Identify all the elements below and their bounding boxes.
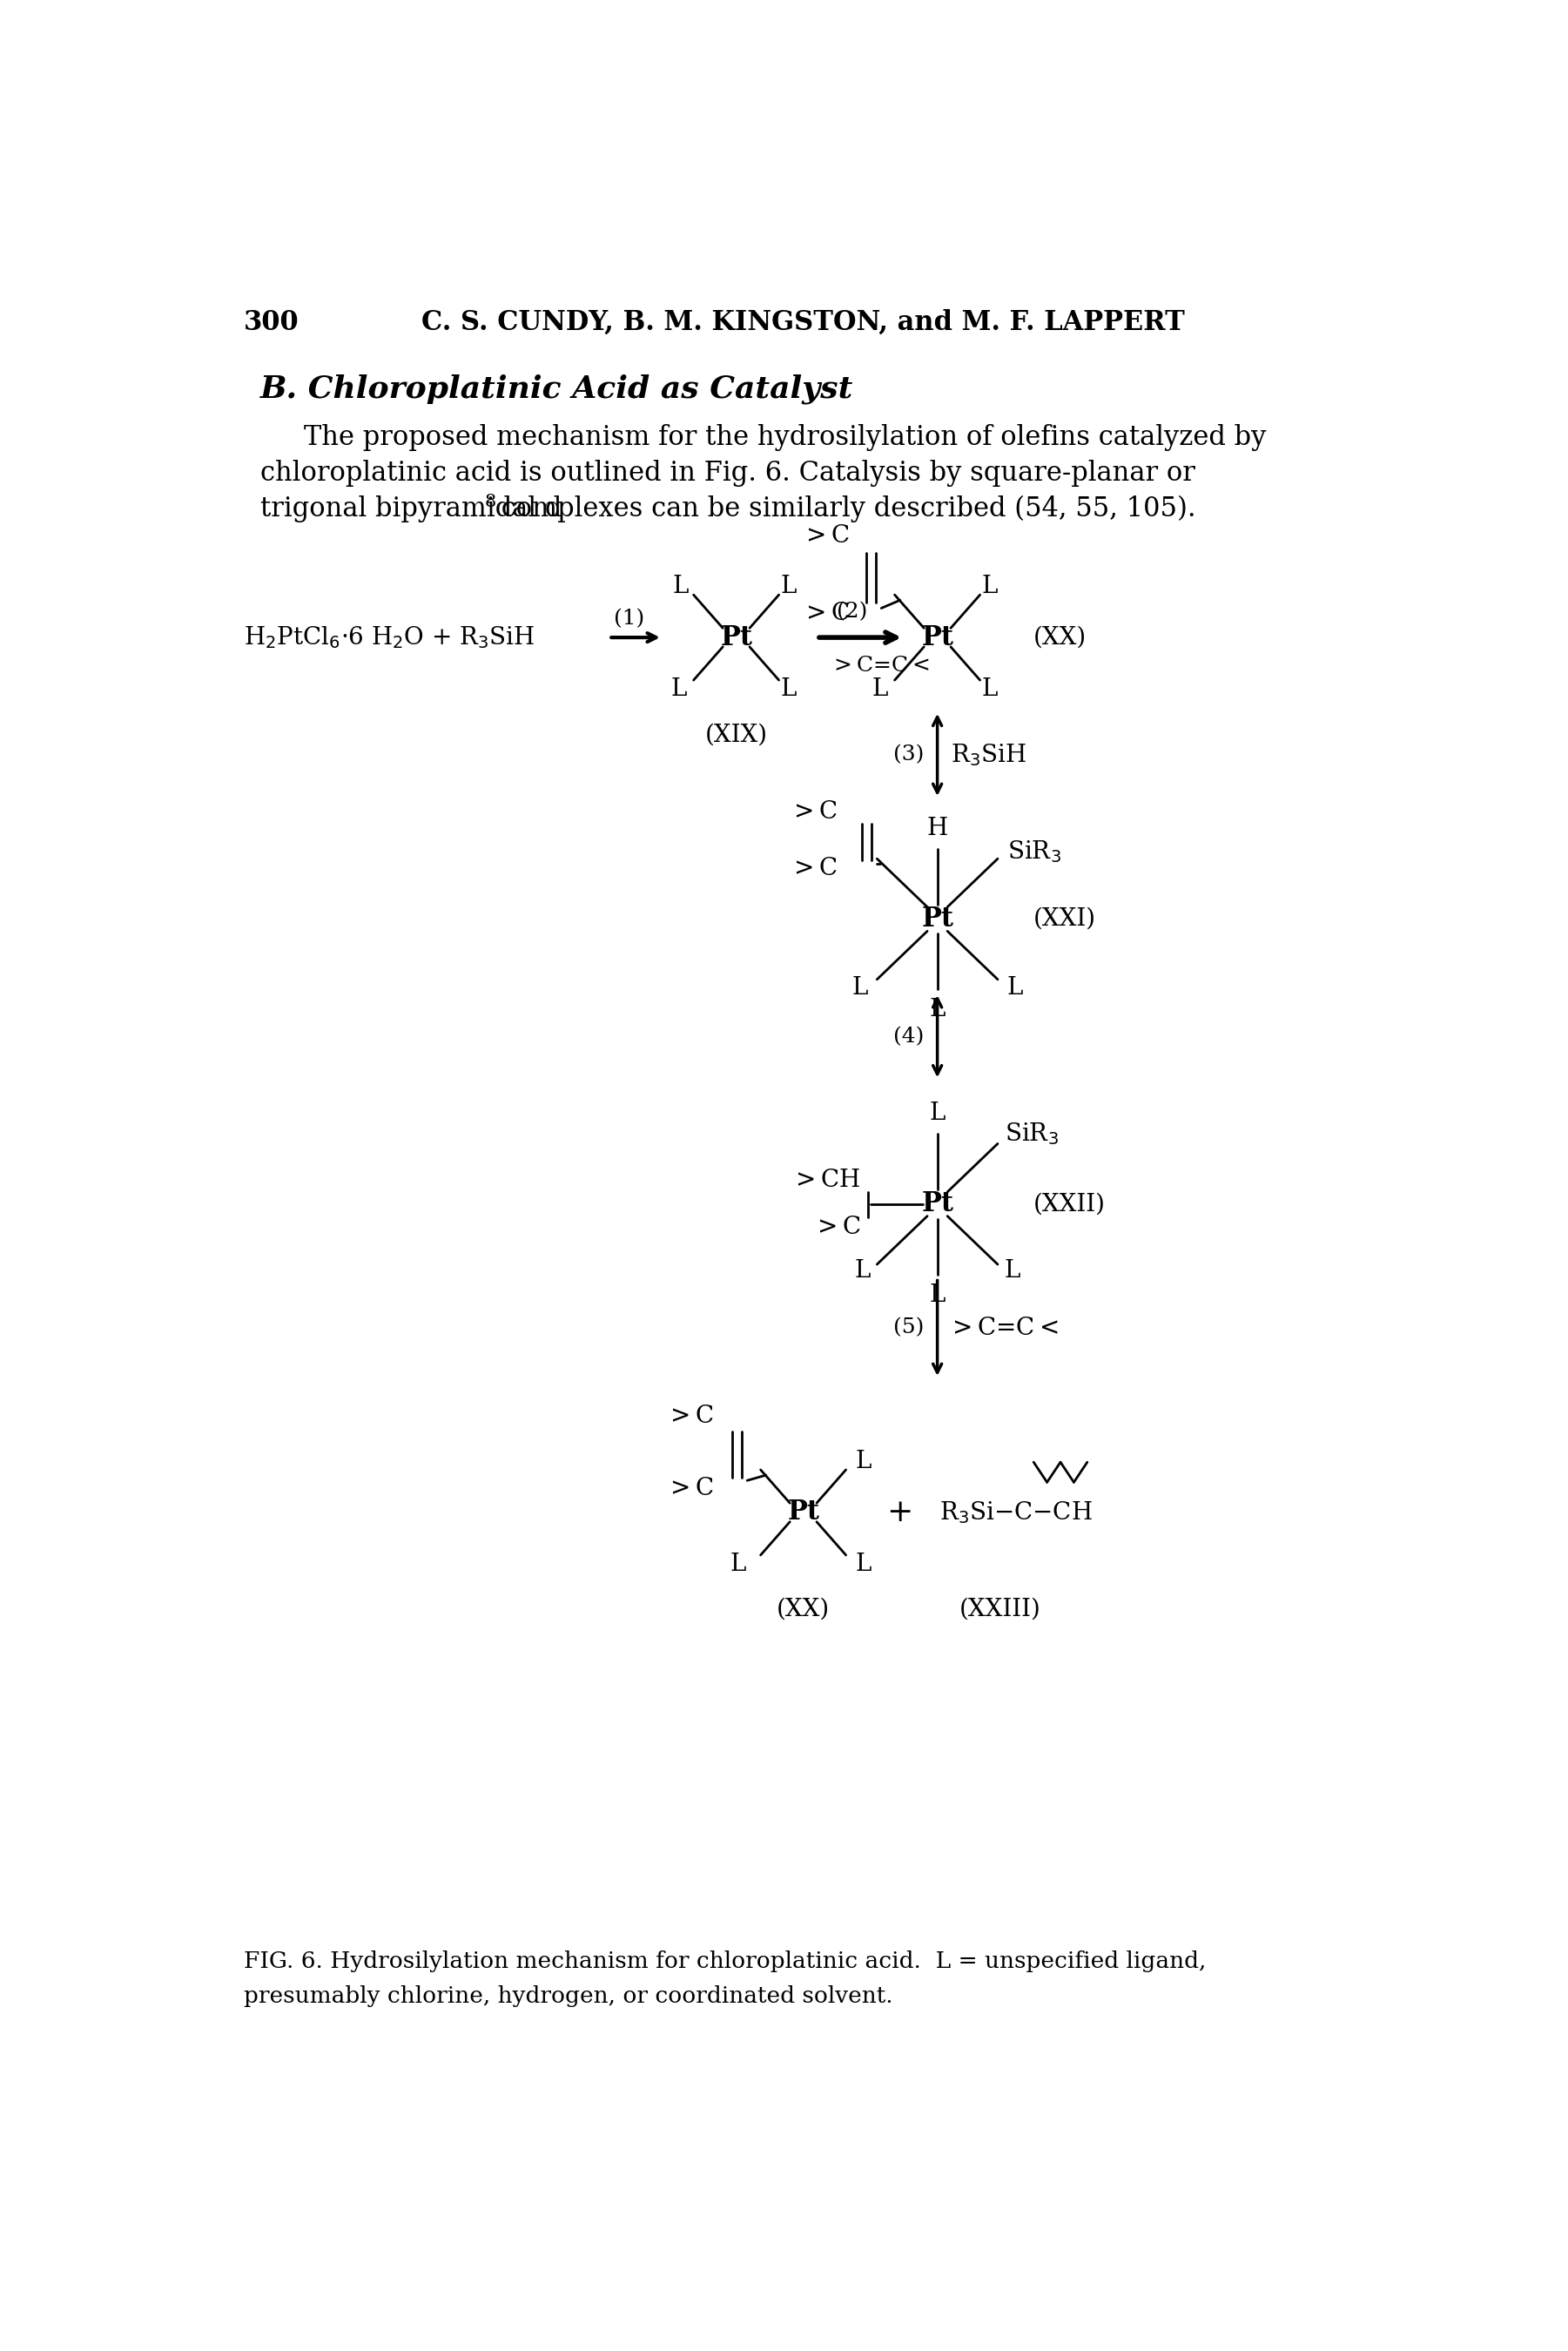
Text: $>$C=C$<$: $>$C=C$<$	[947, 1317, 1058, 1340]
Text: (XXI): (XXI)	[1033, 907, 1096, 931]
Text: trigonal bipyramidal d: trigonal bipyramidal d	[260, 496, 561, 522]
Text: (XX): (XX)	[1033, 625, 1087, 649]
Text: L: L	[872, 677, 887, 701]
Text: 8: 8	[485, 494, 497, 510]
Text: (XX): (XX)	[776, 1599, 829, 1622]
Text: L: L	[1007, 976, 1022, 999]
Text: H: H	[927, 816, 947, 839]
Text: $>$C: $>$C	[665, 1476, 713, 1500]
Text: The proposed mechanism for the hydrosilylation of olefins catalyzed by: The proposed mechanism for the hydrosily…	[304, 423, 1267, 451]
Text: L: L	[1005, 1260, 1021, 1284]
Text: $>$C: $>$C	[801, 602, 850, 625]
Text: $>$CH: $>$CH	[790, 1168, 861, 1192]
Text: $>$C: $>$C	[801, 524, 850, 548]
Text: complexes can be similarly described (54, 55, 105).: complexes can be similarly described (54…	[492, 496, 1196, 522]
Text: 300: 300	[243, 308, 299, 336]
Text: L: L	[982, 576, 997, 600]
Text: R$_3$SiH: R$_3$SiH	[950, 743, 1027, 769]
Text: L: L	[930, 1284, 946, 1307]
Text: chloroplatinic acid is outlined in Fig. 6. Catalysis by square-planar or: chloroplatinic acid is outlined in Fig. …	[260, 461, 1195, 487]
Text: $>$C: $>$C	[789, 799, 837, 823]
Text: L: L	[855, 1451, 872, 1474]
Text: L: L	[671, 677, 687, 701]
Text: Pt: Pt	[922, 905, 953, 933]
Text: (2): (2)	[837, 602, 867, 623]
Text: (5): (5)	[894, 1319, 924, 1338]
Text: L: L	[982, 677, 997, 701]
Text: L: L	[930, 999, 946, 1023]
Text: L: L	[851, 976, 867, 999]
Text: L: L	[729, 1552, 746, 1575]
Text: (3): (3)	[894, 745, 924, 764]
Text: L: L	[855, 1552, 872, 1575]
Text: L: L	[673, 576, 688, 600]
Text: (XIX): (XIX)	[706, 724, 768, 748]
Text: B. Chloroplatinic Acid as Catalyst: B. Chloroplatinic Acid as Catalyst	[260, 374, 853, 404]
Text: (XXII): (XXII)	[1033, 1192, 1105, 1215]
Text: FIG. 6. Hydrosilylation mechanism for chloroplatinic acid.  L = unspecified liga: FIG. 6. Hydrosilylation mechanism for ch…	[243, 1951, 1206, 1972]
Text: R$_3$Si$-$C$-$CH: R$_3$Si$-$C$-$CH	[939, 1500, 1093, 1526]
Text: $>$C=C$<$: $>$C=C$<$	[829, 656, 930, 675]
Text: L: L	[781, 677, 797, 701]
Text: (1): (1)	[613, 609, 644, 628]
Text: (4): (4)	[894, 1027, 924, 1046]
Text: $>$C: $>$C	[789, 858, 837, 882]
Text: L: L	[855, 1260, 870, 1284]
Text: SiR$_3$: SiR$_3$	[1007, 839, 1062, 865]
Text: +: +	[886, 1498, 913, 1528]
Text: Pt: Pt	[720, 623, 753, 651]
Text: (XXIII): (XXIII)	[960, 1599, 1041, 1622]
Text: $>$C: $>$C	[812, 1215, 861, 1239]
Text: SiR$_3$: SiR$_3$	[1005, 1121, 1058, 1147]
Text: Pt: Pt	[922, 1190, 953, 1218]
Text: C. S. CUNDY, B. M. KINGSTON, and M. F. LAPPERT: C. S. CUNDY, B. M. KINGSTON, and M. F. L…	[422, 308, 1185, 336]
Text: Pt: Pt	[922, 623, 953, 651]
Text: $>$C: $>$C	[665, 1404, 713, 1427]
Text: L: L	[930, 1100, 946, 1124]
Text: L: L	[781, 576, 797, 600]
Text: presumably chlorine, hydrogen, or coordinated solvent.: presumably chlorine, hydrogen, or coordi…	[243, 1987, 892, 2008]
Text: H$_2$PtCl$_6$·6 H$_2$O + R$_3$SiH: H$_2$PtCl$_6$·6 H$_2$O + R$_3$SiH	[243, 625, 535, 651]
Text: Pt: Pt	[787, 1500, 820, 1526]
